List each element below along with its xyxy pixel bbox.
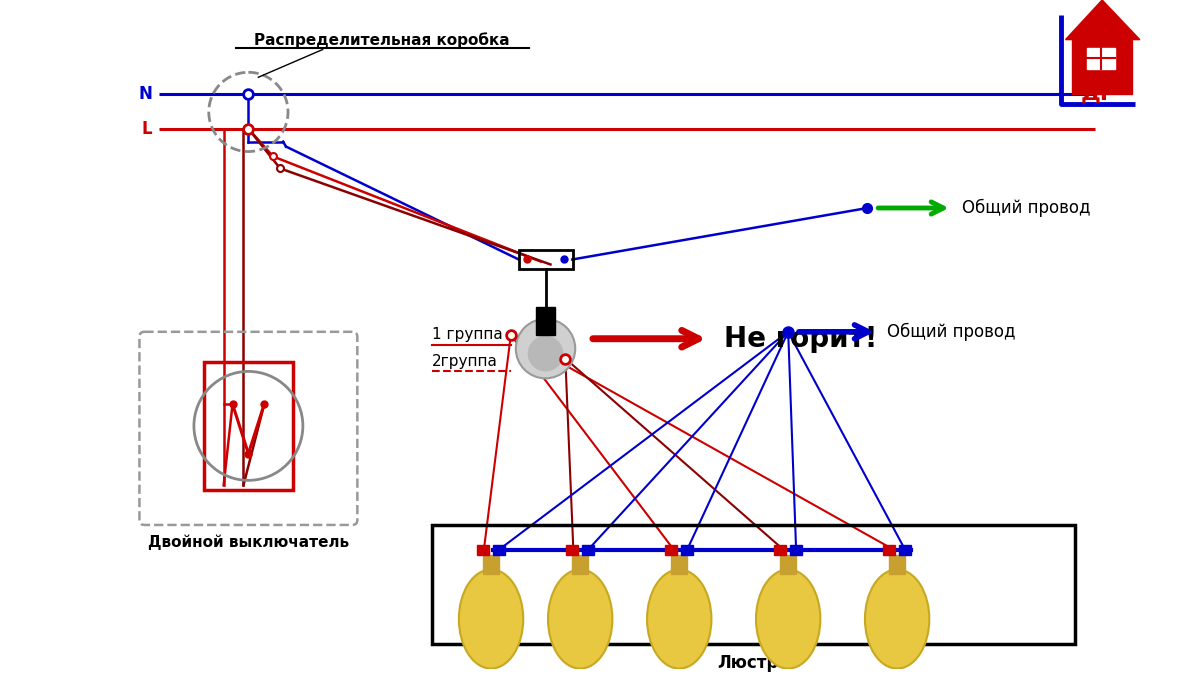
Ellipse shape bbox=[865, 570, 929, 668]
Bar bbox=[582, 545, 594, 555]
Text: N: N bbox=[138, 85, 152, 103]
Bar bbox=[572, 555, 588, 574]
Ellipse shape bbox=[756, 570, 821, 668]
Ellipse shape bbox=[647, 570, 712, 668]
Text: L: L bbox=[142, 119, 152, 138]
Text: Общий провод: Общий провод bbox=[887, 323, 1015, 341]
Text: Двойной выключатель: Двойной выключатель bbox=[148, 535, 349, 550]
Bar bbox=[671, 555, 688, 574]
Bar bbox=[478, 545, 490, 555]
Bar bbox=[518, 250, 574, 269]
Polygon shape bbox=[1066, 0, 1140, 40]
Bar bbox=[484, 555, 499, 574]
Bar bbox=[1087, 47, 1115, 70]
Bar bbox=[535, 307, 556, 335]
Bar bbox=[899, 545, 911, 555]
Bar bbox=[780, 555, 796, 574]
Text: Распределительная коробка: Распределительная коробка bbox=[254, 32, 510, 47]
Text: ДР: ДР bbox=[1080, 84, 1116, 104]
Bar bbox=[889, 555, 905, 574]
Circle shape bbox=[528, 335, 563, 371]
Bar bbox=[790, 545, 802, 555]
Bar bbox=[204, 362, 293, 490]
Bar bbox=[682, 545, 694, 555]
Ellipse shape bbox=[458, 570, 523, 668]
Bar bbox=[774, 545, 786, 555]
Text: 2группа: 2группа bbox=[432, 354, 498, 369]
Text: Не горит!: Не горит! bbox=[724, 325, 877, 353]
Text: Общий провод: Общий провод bbox=[961, 199, 1090, 217]
Text: 1 группа: 1 группа bbox=[432, 327, 503, 342]
Circle shape bbox=[516, 319, 575, 379]
Bar bbox=[493, 545, 505, 555]
Bar bbox=[432, 525, 1075, 644]
Ellipse shape bbox=[548, 570, 612, 668]
Bar bbox=[883, 545, 895, 555]
Bar bbox=[665, 545, 677, 555]
Text: Люстра: Люстра bbox=[718, 653, 790, 672]
Bar bbox=[1073, 40, 1132, 94]
Bar bbox=[566, 545, 578, 555]
